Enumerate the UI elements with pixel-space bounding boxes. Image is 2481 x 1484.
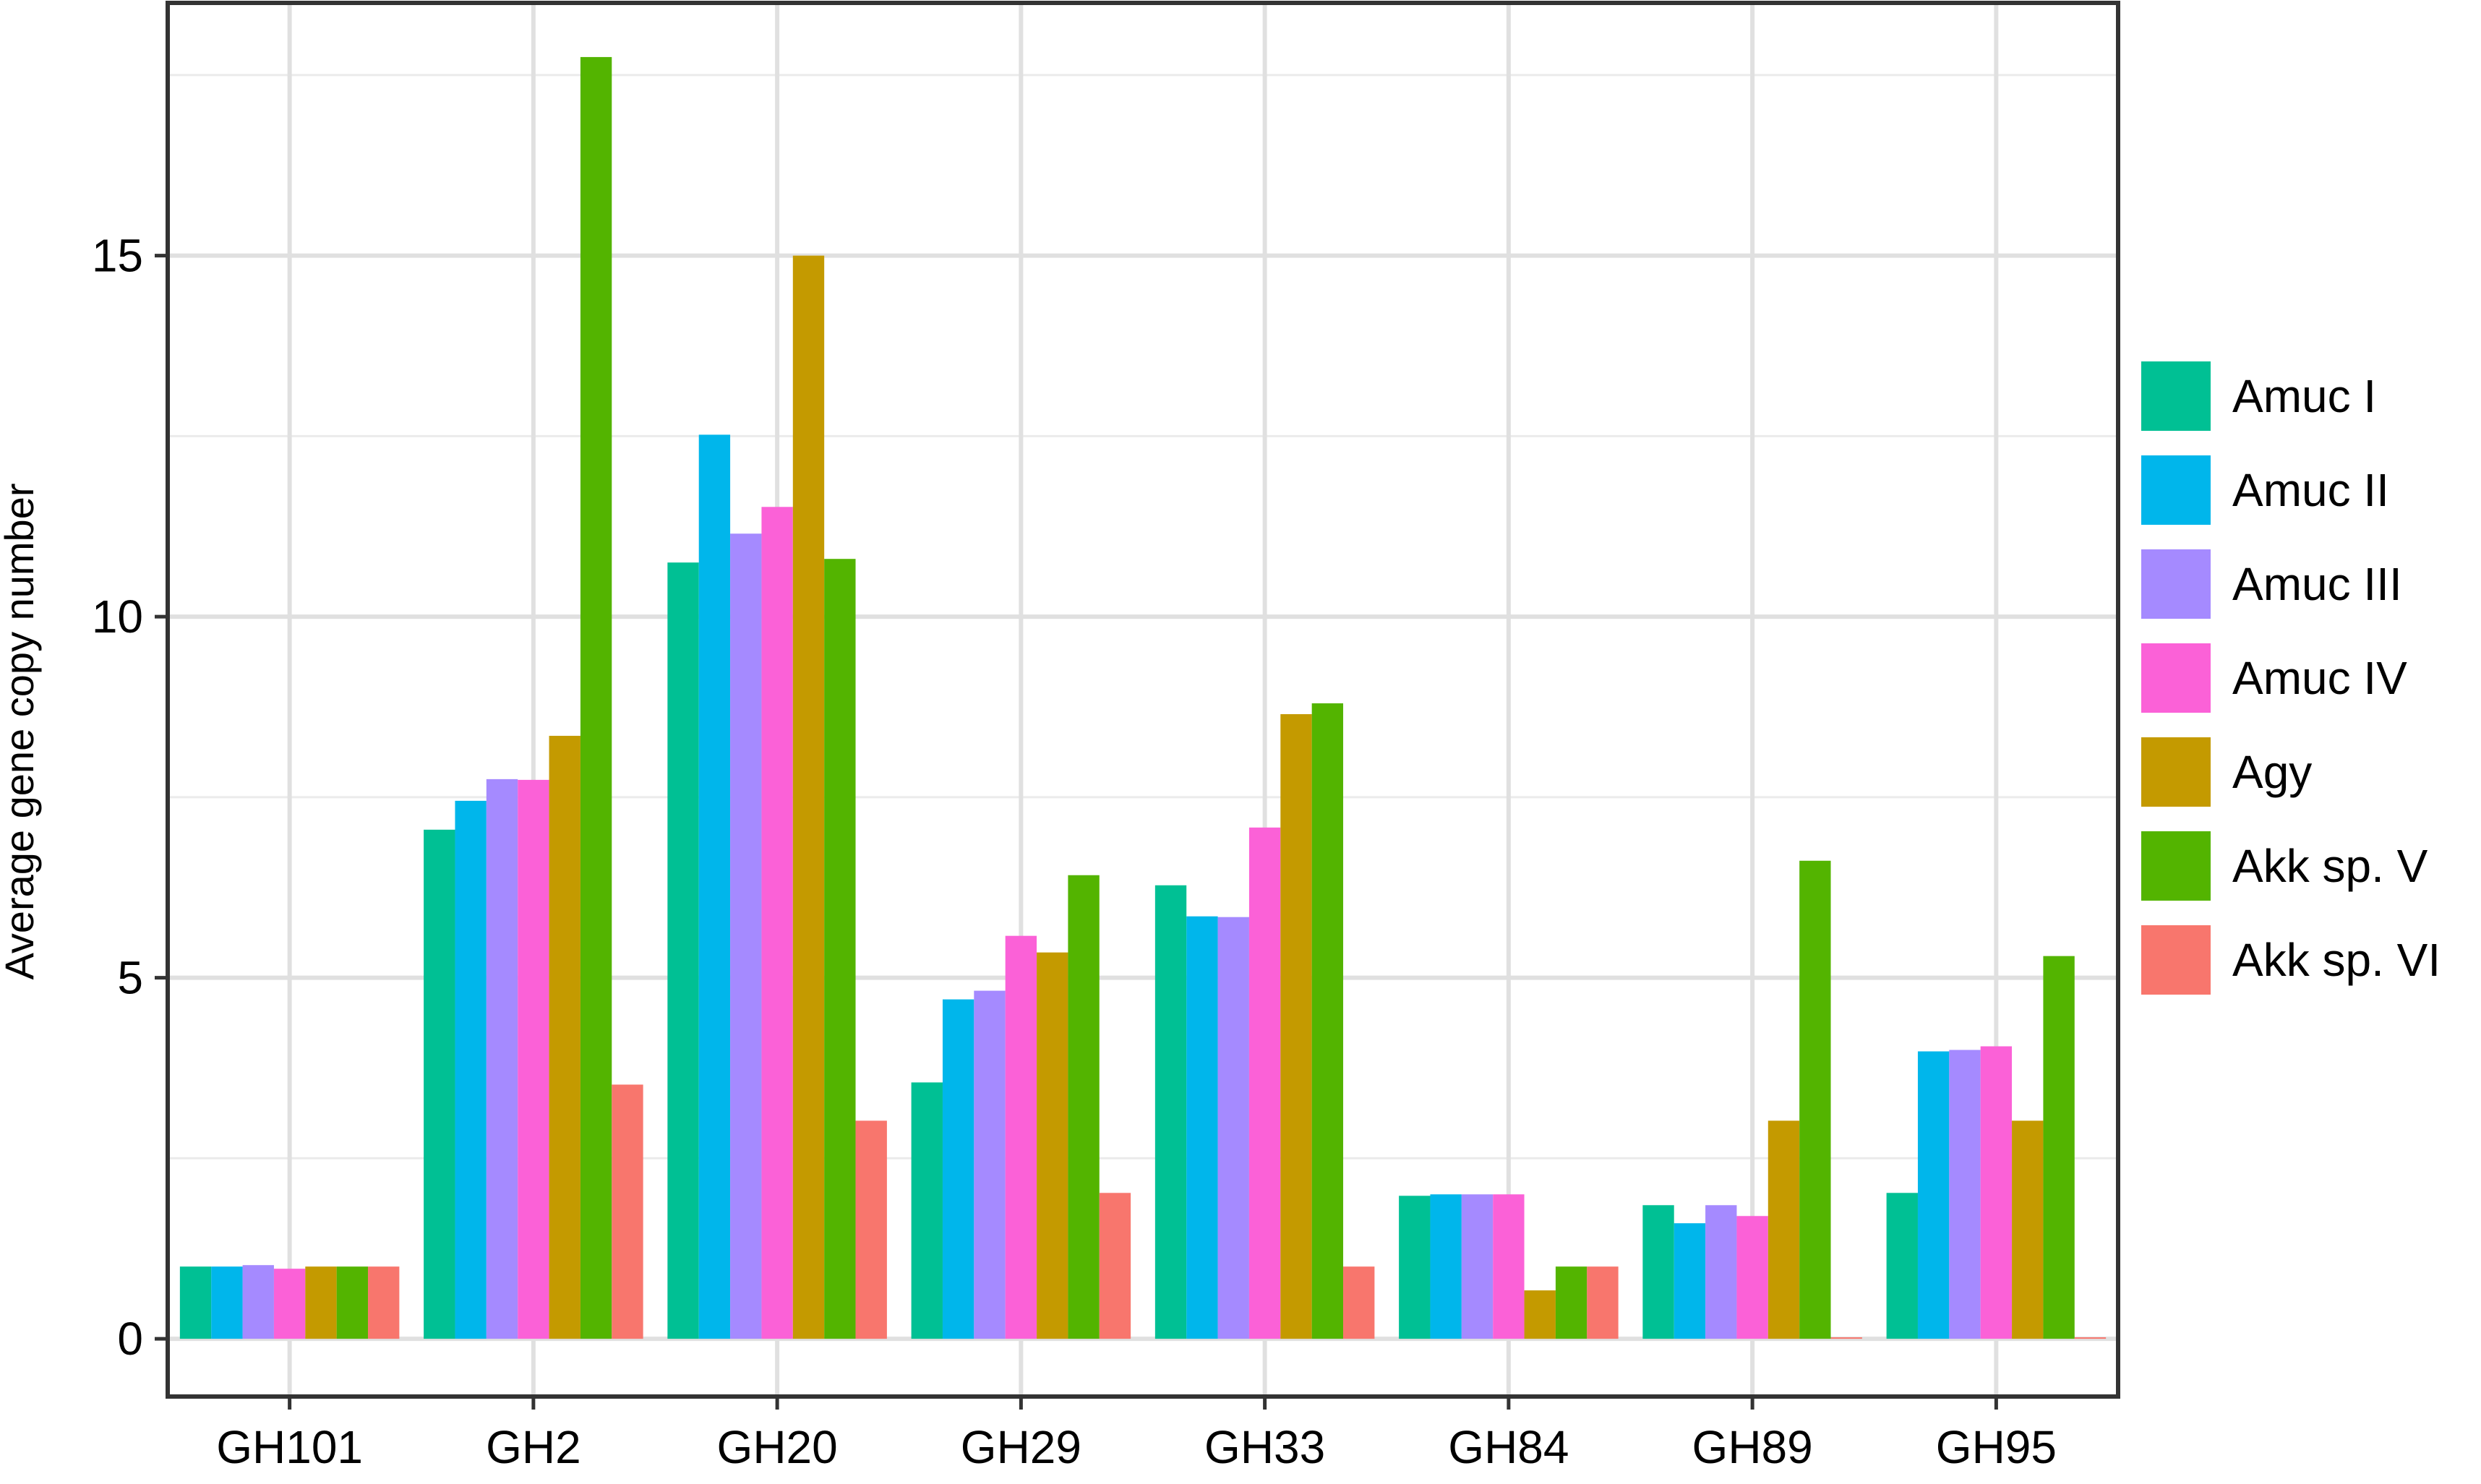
- x-tick-label: GH2: [486, 1421, 581, 1473]
- x-tick-label: GH95: [1936, 1421, 2057, 1473]
- bar: [1248, 827, 1281, 1339]
- bar: [1099, 1193, 1131, 1339]
- bar: [424, 829, 455, 1339]
- bar: [1767, 1120, 1800, 1339]
- y-tick-label: 10: [92, 591, 143, 643]
- bar: [305, 1266, 337, 1339]
- bar: [1217, 917, 1249, 1339]
- bar: [2043, 956, 2075, 1339]
- bar: [942, 999, 974, 1339]
- legend-key: [2141, 643, 2211, 713]
- bar: [1674, 1223, 1706, 1339]
- bar: [1068, 875, 1100, 1339]
- axes-layer: 0 5 10 15 GH101 GH2 GH20 GH29 GH33 GH84 GH89 GH95: [92, 1, 2120, 1473]
- bar: [855, 1120, 887, 1339]
- legend-key: [2141, 455, 2211, 525]
- x-tick-label: GH101: [216, 1421, 363, 1473]
- legend-label: Akk sp. VI: [2232, 934, 2441, 986]
- bar: [1555, 1266, 1587, 1339]
- legend-label: Amuc IV: [2232, 652, 2407, 704]
- bar: [368, 1266, 400, 1339]
- bar: [1524, 1290, 1556, 1339]
- legend-label: Akk sp. V: [2232, 840, 2428, 892]
- bar: [667, 562, 699, 1339]
- bar: [1493, 1194, 1525, 1339]
- x-tick-label: GH89: [1692, 1421, 1813, 1473]
- y-tick-label: 0: [117, 1313, 143, 1365]
- bar: [1917, 1051, 1950, 1339]
- bar: [974, 990, 1006, 1339]
- bar: [2012, 1120, 2044, 1339]
- plot-panel-border: [166, 1, 2120, 1399]
- y-tick-label: 15: [92, 230, 143, 282]
- legend-key: [2141, 361, 2211, 431]
- bar: [1343, 1266, 1375, 1339]
- legend-key: [2141, 549, 2211, 619]
- bar: [730, 533, 762, 1339]
- bar: [179, 1266, 212, 1339]
- bar: [761, 507, 793, 1339]
- bar: [486, 779, 518, 1339]
- bar: [1830, 1337, 1862, 1339]
- bar: [1949, 1050, 1981, 1339]
- bar: [824, 559, 856, 1339]
- legend-key: [2141, 925, 2211, 995]
- legend-key: [2141, 737, 2211, 807]
- bar: [1642, 1205, 1674, 1339]
- bar: [1980, 1046, 2013, 1339]
- bar: [2074, 1337, 2107, 1339]
- x-tick-label: GH29: [961, 1421, 1081, 1473]
- bar: [1311, 703, 1344, 1339]
- bar: [1037, 952, 1068, 1339]
- legend: Amuc I Amuc II Amuc III Amuc IV Agy Akk sp. V…: [2141, 361, 2441, 995]
- y-tick-label: 5: [117, 952, 143, 1004]
- bar: [518, 779, 549, 1339]
- bar: [455, 800, 487, 1339]
- bar: [1736, 1216, 1768, 1339]
- bar: [612, 1084, 643, 1339]
- bar: [1399, 1196, 1431, 1339]
- bar: [1587, 1266, 1619, 1339]
- x-tick-label: GH20: [717, 1421, 838, 1473]
- legend-key: [2141, 831, 2211, 901]
- bar: [1280, 713, 1312, 1339]
- bar: [1799, 860, 1831, 1339]
- bar: [698, 434, 731, 1339]
- bar: [792, 255, 825, 1339]
- bar: [1886, 1193, 1918, 1339]
- legend-label: Amuc II: [2232, 464, 2389, 516]
- bar: [1186, 916, 1218, 1339]
- bar: [1005, 935, 1037, 1339]
- legend-label: Amuc III: [2232, 558, 2402, 610]
- bar: [242, 1265, 274, 1339]
- bar: [273, 1269, 306, 1339]
- bars-layer: [179, 56, 2107, 1339]
- bar: [1461, 1194, 1494, 1339]
- bar: [911, 1082, 943, 1339]
- bar: [1154, 885, 1187, 1339]
- x-tick-label: GH33: [1204, 1421, 1325, 1473]
- bar: [1430, 1194, 1462, 1339]
- x-tick-label: GH84: [1448, 1421, 1569, 1473]
- legend-label: Amuc I: [2232, 370, 2376, 422]
- y-axis-title: Average gene copy number: [0, 484, 42, 980]
- bar: [580, 56, 612, 1339]
- legend-label: Agy: [2232, 746, 2312, 798]
- bar: [211, 1266, 243, 1339]
- bar: [549, 735, 580, 1339]
- bar: [1705, 1205, 1737, 1339]
- bar: [336, 1266, 369, 1339]
